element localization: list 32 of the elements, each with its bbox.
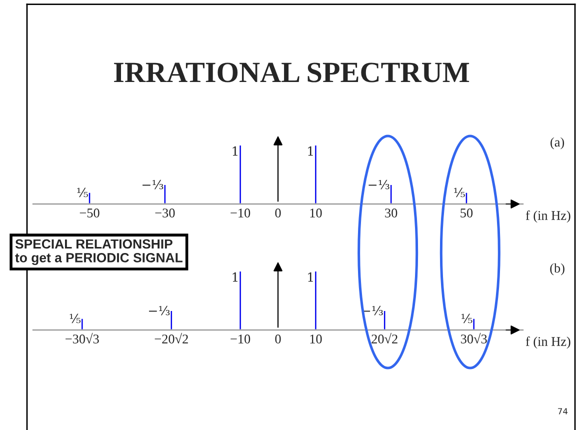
x-tick-label: 20√2: [372, 332, 398, 344]
x-tick-label: 50: [460, 208, 473, 218]
data-label: −⅓: [149, 306, 170, 316]
data-label: 1: [308, 146, 313, 156]
data-label: 1: [232, 146, 238, 156]
chart-title: IRRATIONAL SPECTRUM: [114, 62, 470, 82]
text: SPECIAL RELATIONSHIP to get a PERIODIC SIGNAL: [15, 239, 182, 266]
x-axis-title: f (in Hz): [526, 336, 570, 349]
x-tick-label: 0: [275, 208, 281, 218]
data-label: ⅕: [70, 314, 81, 324]
data-label: ⅕: [462, 314, 472, 324]
x-tick-label: 10: [310, 334, 322, 344]
data-label: ⅕: [454, 188, 465, 198]
data-label: −⅓: [368, 180, 390, 190]
x-axis-title: f (in Hz): [526, 210, 570, 223]
data-label: 1: [232, 272, 238, 282]
x-tick-label: −50: [80, 208, 100, 218]
data-label: ⅕: [77, 188, 88, 198]
x-tick-label: −10: [230, 208, 250, 218]
x-tick-label: −10: [230, 334, 250, 344]
x-tick-label: 0: [275, 334, 281, 344]
x-tick-label: −20√2: [154, 332, 188, 344]
x-tick-label: −30: [155, 208, 175, 218]
x-tick-label: 30√3: [460, 332, 487, 344]
text: 74: [558, 408, 568, 414]
x-tick-label: −30√3: [66, 332, 99, 344]
x-tick-label: 30: [385, 208, 398, 218]
data-label: −⅓: [142, 180, 164, 190]
x-tick-label: 10: [310, 208, 322, 218]
text: (b): [550, 263, 564, 276]
data-label: 1: [308, 272, 313, 282]
text: (a): [550, 137, 564, 150]
